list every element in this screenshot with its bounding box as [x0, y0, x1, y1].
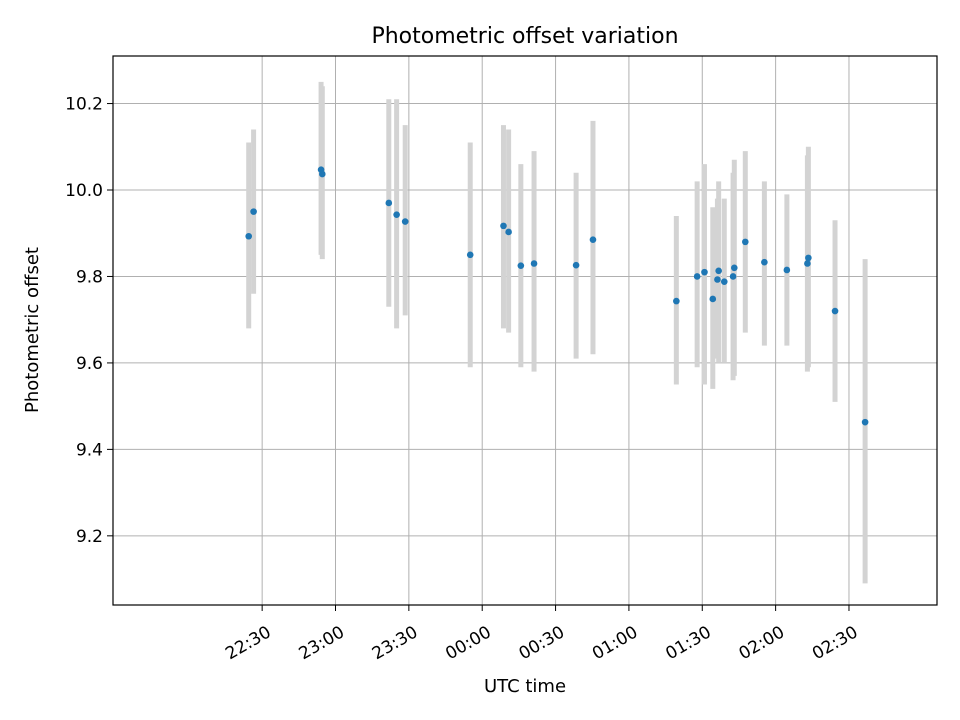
data-point — [729, 273, 737, 280]
data-point — [319, 170, 326, 178]
y-tick-label: 9.2 — [76, 527, 103, 547]
data-point — [517, 262, 525, 269]
data-point — [572, 261, 580, 269]
data-point — [714, 276, 721, 283]
data-point — [720, 278, 728, 285]
x-axis-label: UTC time — [484, 676, 566, 697]
data-point — [861, 418, 869, 426]
data-point — [245, 232, 253, 240]
data-point — [805, 254, 812, 262]
data-point — [742, 238, 749, 246]
data-point — [831, 307, 839, 315]
y-tick-label: 9.6 — [76, 354, 103, 374]
y-tick-label: 10.2 — [65, 95, 103, 115]
data-point — [385, 199, 393, 207]
data-point — [783, 266, 791, 274]
data-point — [673, 297, 680, 305]
data-point — [701, 268, 708, 276]
y-tick-label: 9.4 — [76, 440, 103, 460]
data-point — [804, 260, 811, 267]
data-point — [250, 208, 257, 215]
data-point — [505, 228, 512, 236]
plot-frame — [112, 55, 938, 606]
data-point — [393, 211, 400, 218]
data-point — [715, 267, 722, 275]
y-axis-label: Photometric offset — [22, 247, 43, 413]
y-tick-label: 9.8 — [76, 267, 103, 287]
data-point — [761, 258, 768, 266]
y-axis-ticks: 9.2 9.4 9.6 9.8 10.0 10.2 — [65, 95, 113, 547]
grid-layer — [113, 56, 937, 605]
y-tick-label: 10.0 — [65, 181, 103, 201]
data-point — [731, 264, 738, 272]
data-point — [500, 222, 507, 230]
data-point — [530, 260, 538, 267]
data-point — [709, 295, 717, 303]
chart-title: Photometric offset variation — [371, 24, 678, 49]
data-point — [693, 273, 701, 280]
data-point — [466, 251, 474, 259]
point-layer — [245, 166, 869, 426]
data-point — [589, 236, 597, 244]
data-point — [401, 218, 409, 225]
